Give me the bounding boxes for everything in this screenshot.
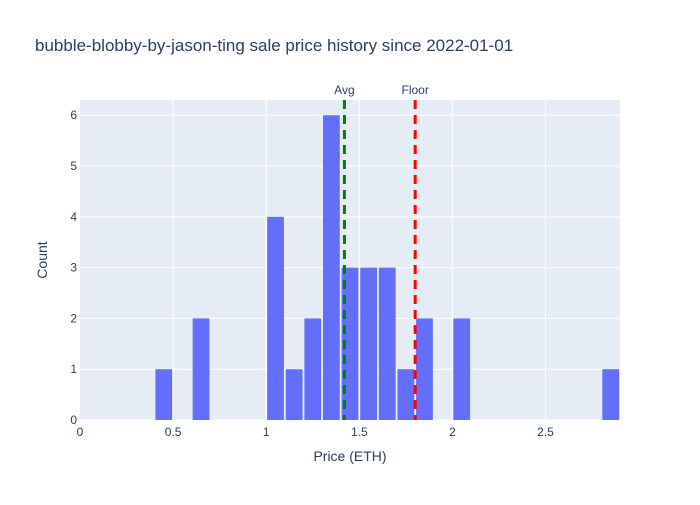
bars (155, 115, 620, 421)
y-tick-label: 4 (70, 210, 77, 224)
histogram-bar (304, 318, 322, 420)
histogram-bar (602, 369, 620, 420)
x-tick-label: 0 (77, 425, 84, 439)
gridlines (80, 100, 620, 421)
x-tick-label: 1.5 (351, 425, 368, 439)
x-tick-label: 2.5 (537, 425, 554, 439)
histogram-bar (378, 267, 396, 420)
y-tick-label: 6 (70, 108, 77, 122)
y-tick-label: 5 (70, 159, 77, 173)
histogram-bar (323, 115, 340, 421)
x-tick-label: 1 (263, 425, 270, 439)
y-axis-label: Count (34, 241, 50, 278)
histogram-bar (397, 369, 415, 420)
x-axis-label: Price (ETH) (313, 448, 386, 464)
y-tick-label: 2 (70, 311, 77, 325)
reference-lines: Avg Floor (334, 83, 429, 420)
histogram-bar (155, 369, 173, 420)
histogram-bar (453, 318, 471, 420)
histogram-bar (341, 267, 359, 420)
reference-line-label-avg: Avg (334, 83, 354, 97)
histogram-bar (360, 267, 377, 420)
histogram-bar (192, 318, 210, 420)
histogram-bar (285, 369, 303, 420)
y-tick-label: 1 (70, 362, 77, 376)
x-axis-ticks: 0 0.5 1 1.5 2 2.5 (77, 425, 555, 439)
histogram-bar (267, 216, 284, 420)
y-tick-label: 0 (70, 413, 77, 427)
histogram-bar (416, 318, 433, 420)
chart-title: bubble-blobby-by-jason-ting sale price h… (35, 36, 513, 55)
y-tick-label: 3 (70, 261, 77, 275)
x-tick-label: 2 (449, 425, 456, 439)
x-tick-label: 0.5 (165, 425, 182, 439)
y-axis-ticks: 0 1 2 3 4 5 6 (70, 108, 77, 427)
reference-line-label-floor: Floor (402, 83, 429, 97)
